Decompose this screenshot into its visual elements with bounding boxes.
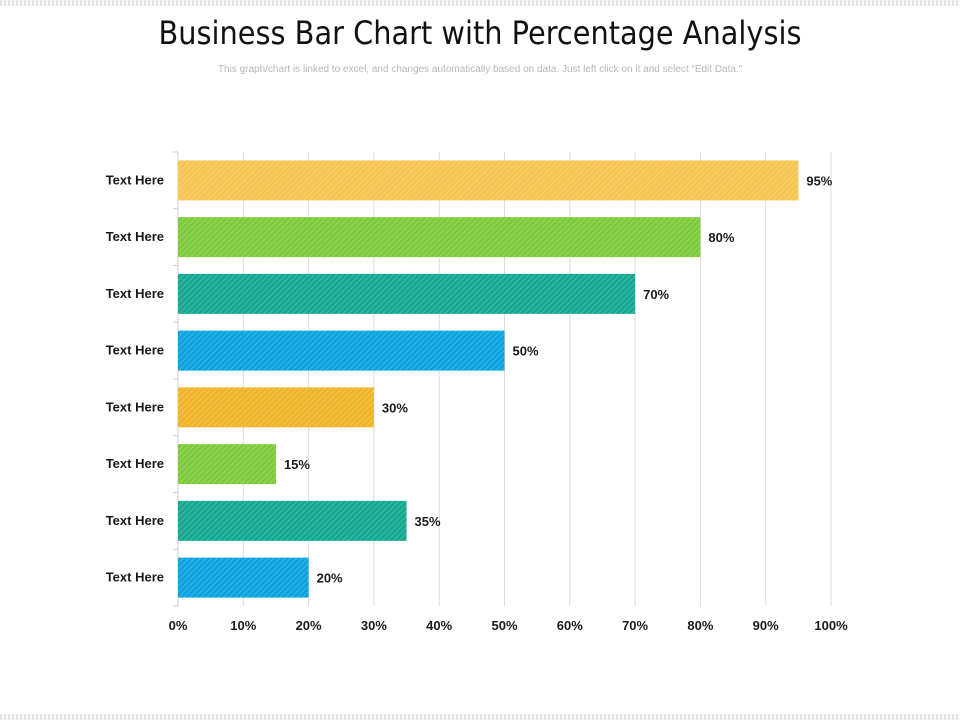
top-border-strip	[0, 0, 960, 6]
data-label-5: 30%	[382, 400, 408, 415]
x-tick-label: 90%	[753, 618, 779, 633]
x-tick-label: 40%	[426, 618, 452, 633]
x-tick-label: 10%	[230, 618, 256, 633]
bar-1[interactable]	[178, 160, 799, 201]
x-tick-label: 50%	[491, 618, 517, 633]
bottom-border-strip	[0, 714, 960, 720]
x-tick-label: 20%	[296, 618, 322, 633]
x-tick-label: 30%	[361, 618, 387, 633]
x-tick-label: 80%	[687, 618, 713, 633]
bar-7[interactable]	[178, 500, 407, 541]
x-tick-label: 100%	[814, 618, 848, 633]
data-label-7: 35%	[415, 514, 441, 529]
category-label-5: Text Here	[106, 399, 164, 414]
bar-3[interactable]	[178, 273, 636, 314]
data-label-6: 15%	[284, 457, 310, 472]
x-tick-label: 70%	[622, 618, 648, 633]
data-label-8: 20%	[317, 571, 343, 586]
bar-5[interactable]	[178, 387, 374, 428]
chart-title: Business Bar Chart with Percentage Analy…	[158, 14, 802, 52]
chart-subtitle: This graph/chart is linked to excel, and…	[217, 64, 743, 75]
category-label-6: Text Here	[106, 456, 164, 471]
category-label-1: Text Here	[106, 172, 164, 187]
category-label-3: Text Here	[106, 286, 164, 301]
x-tick-label: 0%	[169, 618, 188, 633]
bar-6[interactable]	[178, 444, 276, 485]
x-tick-label: 60%	[557, 618, 583, 633]
bar-4[interactable]	[178, 330, 505, 371]
bar-2[interactable]	[178, 217, 701, 258]
category-label-4: Text Here	[106, 343, 164, 358]
category-label-2: Text Here	[106, 229, 164, 244]
category-label-8: Text Here	[106, 570, 164, 585]
bar-8[interactable]	[178, 557, 309, 598]
category-label-7: Text Here	[106, 513, 164, 528]
data-label-3: 70%	[643, 287, 669, 302]
data-label-1: 95%	[806, 173, 832, 188]
data-label-4: 50%	[513, 344, 539, 359]
data-label-2: 80%	[708, 230, 734, 245]
